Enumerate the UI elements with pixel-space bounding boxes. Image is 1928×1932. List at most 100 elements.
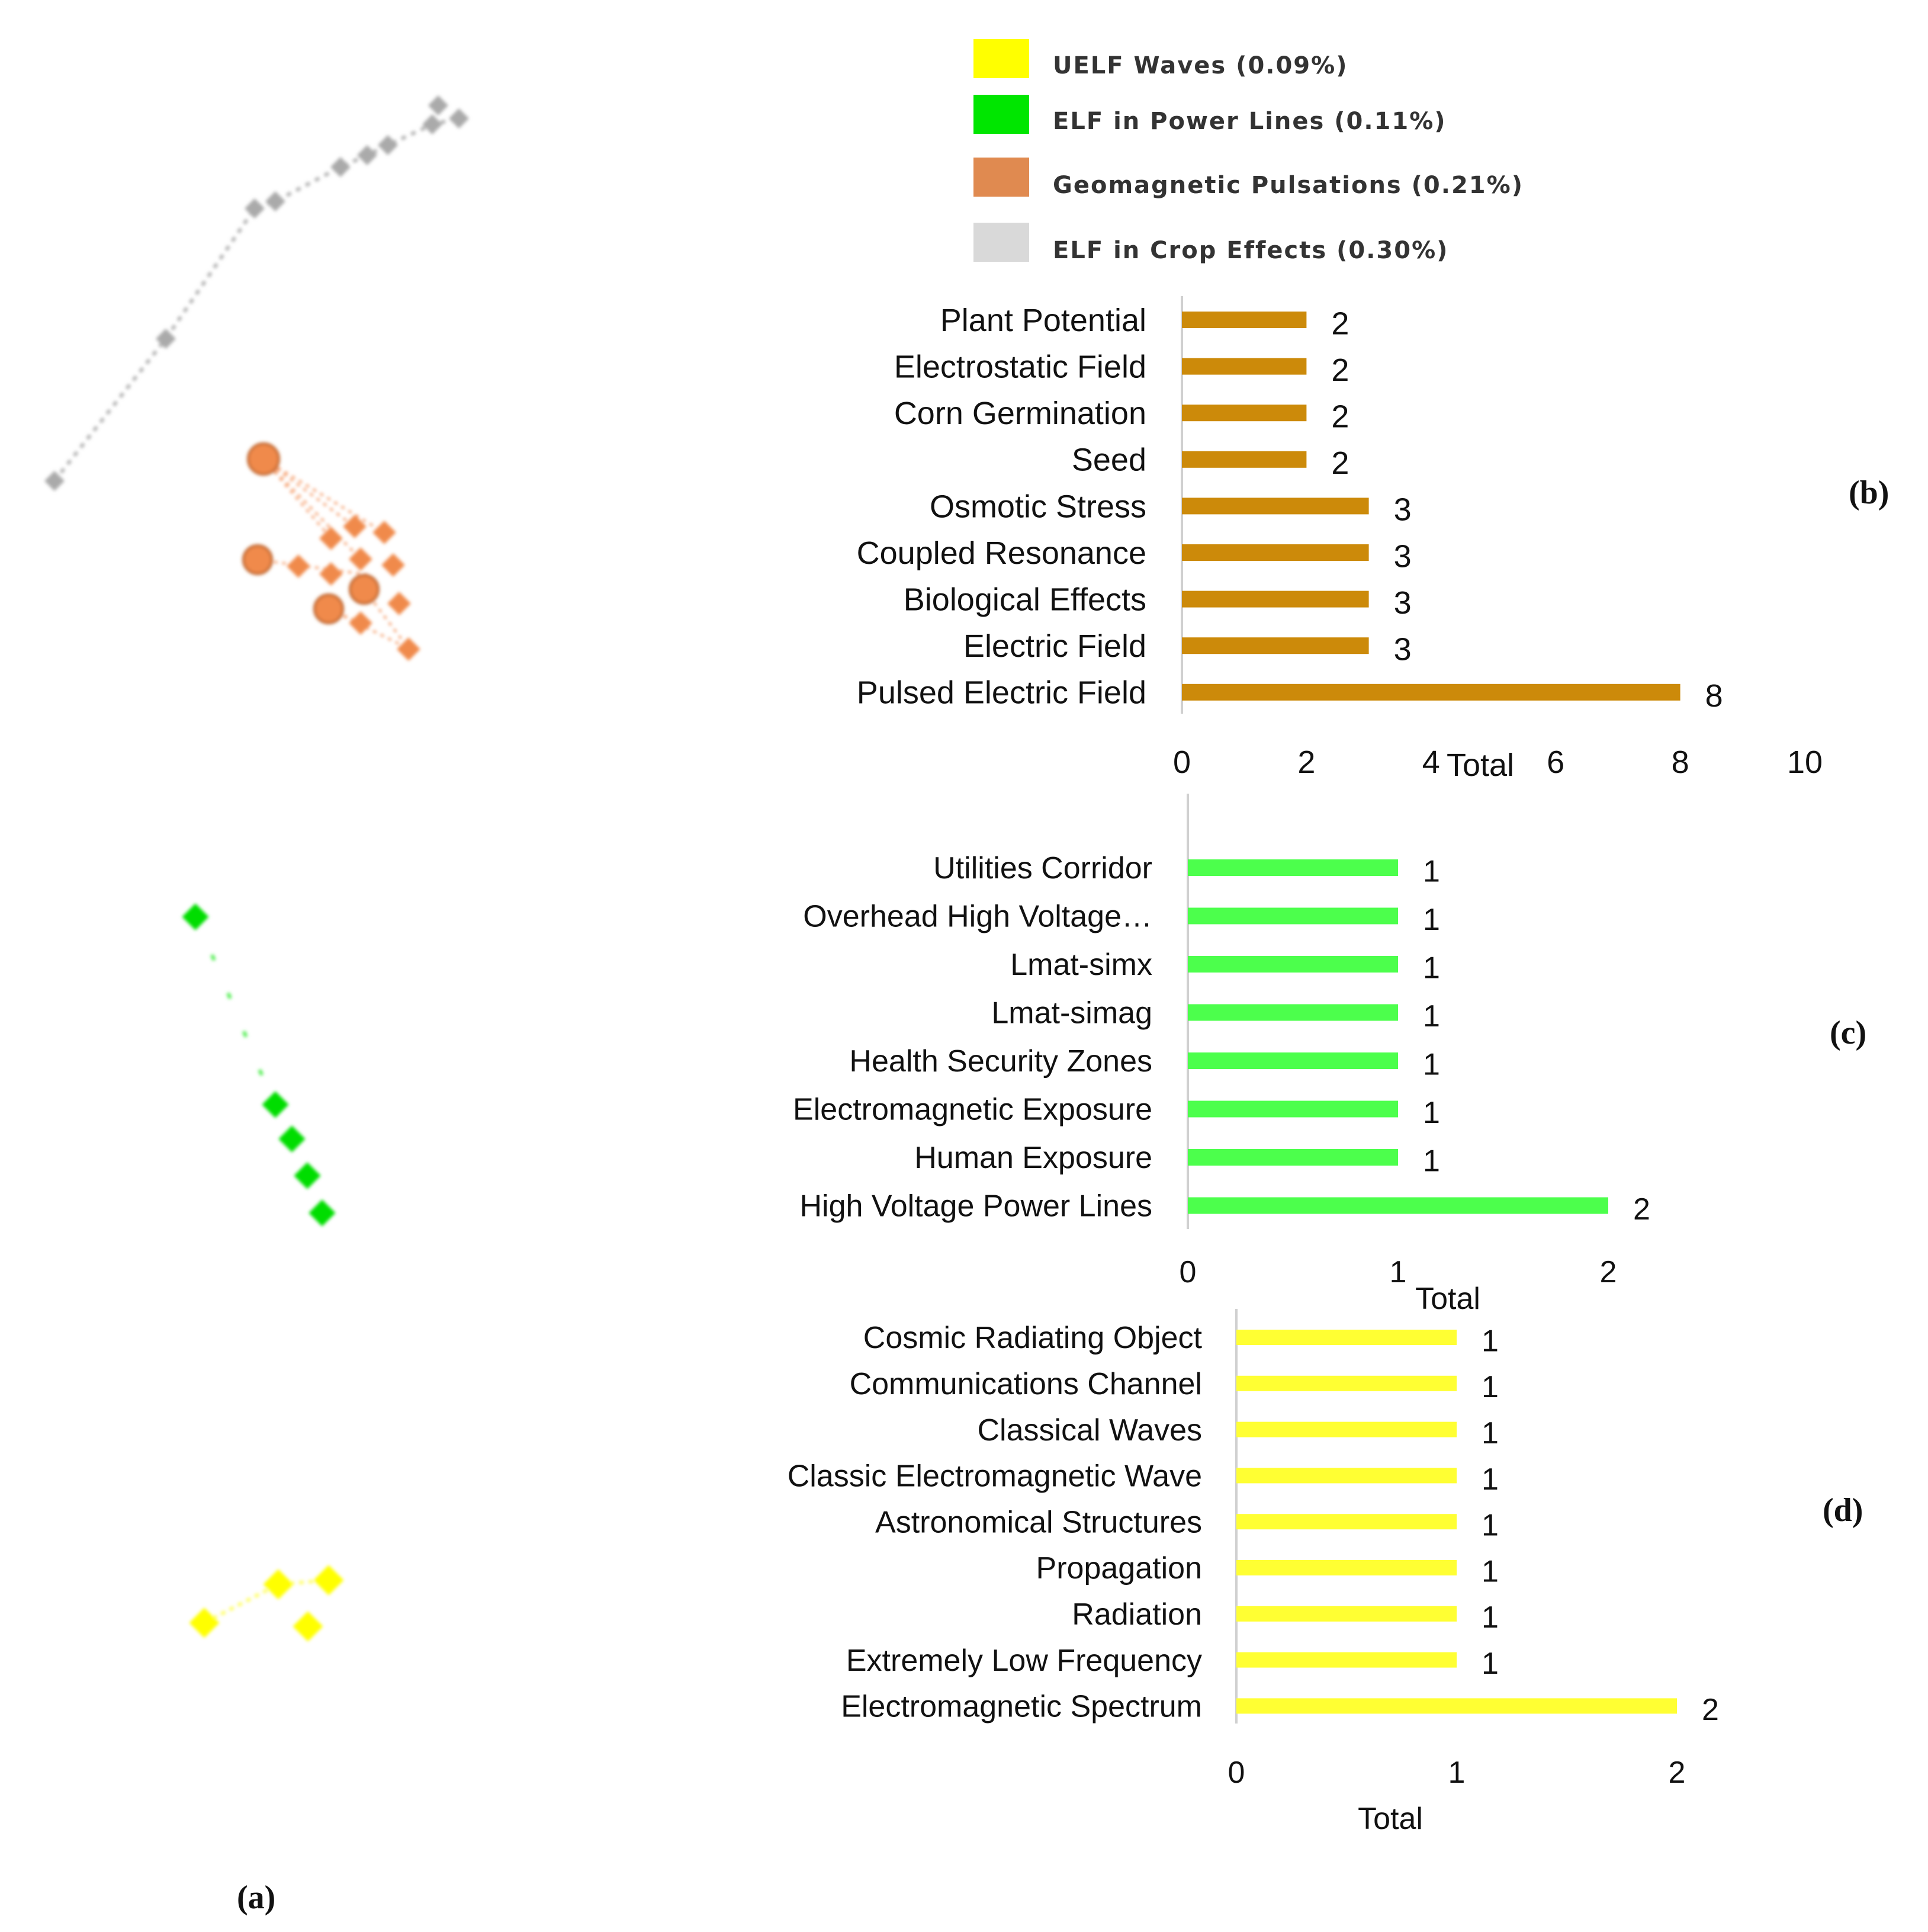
data-label: 2 (1331, 445, 1349, 481)
tick-label: 1 (1448, 1756, 1466, 1790)
data-label: 1 (1423, 1144, 1440, 1178)
data-label: 1 (1482, 1509, 1499, 1543)
cluster-power-lines-node (278, 1125, 306, 1153)
cluster-crop-effects-node (156, 329, 176, 349)
category-label: Classical Waves (978, 1413, 1203, 1448)
cluster-geomagnetic-node (372, 521, 396, 544)
category-label: Utilities Corridor (933, 851, 1152, 885)
cluster-power-lines-edge (194, 916, 277, 1106)
cluster-crop-effects-node (378, 135, 398, 155)
cluster-uelf-node (263, 1569, 294, 1600)
tick-label: 8 (1672, 744, 1689, 780)
category-label: Astronomical Structures (875, 1505, 1202, 1539)
bar (1182, 451, 1307, 468)
bar (1182, 544, 1369, 561)
panel-label-a: (a) (237, 1879, 275, 1916)
cluster-uelf-node (313, 1565, 344, 1596)
legend-label-power-lines: ELF in Power Lines (0.11%) (1053, 108, 1447, 135)
data-label: 1 (1482, 1462, 1499, 1497)
tick-label: 1 (1390, 1255, 1407, 1289)
category-label: Human Exposure (914, 1141, 1152, 1175)
bar (1182, 312, 1307, 328)
category-label: Corn Germination (894, 396, 1146, 431)
bar (1188, 1052, 1398, 1069)
category-label: Electric Field (963, 628, 1146, 664)
category-label: Coupled Resonance (857, 535, 1146, 571)
data-label: 1 (1482, 1554, 1499, 1588)
tick-label: 0 (1173, 744, 1191, 780)
category-label: Lmat-simx (1010, 948, 1152, 982)
data-label: 3 (1394, 632, 1412, 667)
bar (1236, 1606, 1457, 1622)
data-label: 1 (1482, 1324, 1499, 1358)
data-label: 1 (1423, 854, 1440, 888)
cluster-crop-effects-node (330, 157, 351, 177)
bar (1188, 956, 1398, 973)
data-label: 2 (1331, 352, 1349, 388)
bar (1188, 907, 1398, 925)
tick-label: 0 (1228, 1756, 1245, 1790)
bar (1188, 1197, 1608, 1214)
data-label: 1 (1423, 1096, 1440, 1130)
category-label: Classic Electromagnetic Wave (788, 1459, 1202, 1494)
data-label: 1 (1482, 1416, 1499, 1450)
bar (1236, 1330, 1457, 1345)
data-label: 3 (1394, 538, 1412, 574)
axis-title: Total (1358, 1802, 1423, 1836)
cluster-crop-effects-edge (53, 117, 459, 482)
cluster-geomagnetic-node (349, 547, 372, 571)
category-label: Communications Channel (850, 1367, 1202, 1401)
data-label: 1 (1482, 1600, 1499, 1635)
data-label: 2 (1702, 1693, 1719, 1727)
tick-label: 2 (1297, 744, 1315, 780)
legend-swatch-uelf (973, 39, 1029, 78)
panel-label-b: (b) (1849, 474, 1889, 511)
data-label: 2 (1331, 399, 1349, 435)
data-label: 3 (1394, 492, 1412, 528)
data-label: 2 (1633, 1192, 1650, 1227)
cluster-uelf-node (189, 1607, 220, 1638)
category-label: Health Security Zones (849, 1044, 1152, 1079)
cluster-crop-effects-node (428, 95, 448, 115)
data-label: 1 (1423, 1047, 1440, 1081)
category-label: Lmat-simag (991, 996, 1152, 1031)
cluster-crop-effects-node (245, 198, 265, 219)
cluster-power-lines-node (182, 903, 209, 930)
cluster-crop-effects-node (265, 191, 285, 211)
category-label: Biological Effects (904, 582, 1146, 618)
bar (1236, 1421, 1457, 1437)
cluster-uelf (189, 1565, 344, 1642)
cluster-crop-effects-node (357, 145, 377, 165)
bar (1188, 1004, 1398, 1021)
cluster-geomagnetic-hub (242, 544, 273, 575)
bar (1182, 405, 1307, 422)
cluster-geomagnetic-hub (313, 593, 344, 624)
data-label: 1 (1423, 903, 1440, 937)
cluster-geomagnetic-node (343, 515, 367, 538)
bar (1182, 498, 1369, 515)
category-label: Cosmic Radiating Object (863, 1321, 1203, 1355)
cluster-power-lines-node (294, 1162, 321, 1189)
tick-label: 10 (1787, 744, 1823, 780)
cluster-uelf-node (293, 1611, 323, 1642)
cluster-geomagnetic (242, 442, 420, 661)
legend: UELF Waves (0.09%) ELF in Power Lines (0… (973, 39, 1522, 264)
data-label: 1 (1423, 999, 1440, 1034)
bar (1236, 1560, 1457, 1575)
cluster-crop-effects (44, 95, 469, 491)
legend-label-uelf: UELF Waves (0.09%) (1053, 52, 1348, 79)
category-label: Osmotic Stress (930, 489, 1146, 524)
tick-label: 6 (1547, 744, 1564, 780)
bar (1182, 358, 1307, 375)
axis-title: Total (1447, 747, 1514, 783)
bar (1236, 1698, 1677, 1714)
cluster-geomagnetic-node (387, 592, 411, 615)
data-label: 1 (1482, 1647, 1499, 1681)
data-label: 1 (1482, 1370, 1499, 1404)
legend-swatch-power-lines (973, 95, 1029, 134)
bar (1236, 1375, 1457, 1391)
cluster-power-lines-node (309, 1199, 336, 1227)
legend-label-crop-effects: ELF in Crop Effects (0.30%) (1053, 237, 1448, 264)
tick-label: 0 (1180, 1255, 1197, 1289)
cluster-geomagnetic-node (287, 554, 310, 578)
